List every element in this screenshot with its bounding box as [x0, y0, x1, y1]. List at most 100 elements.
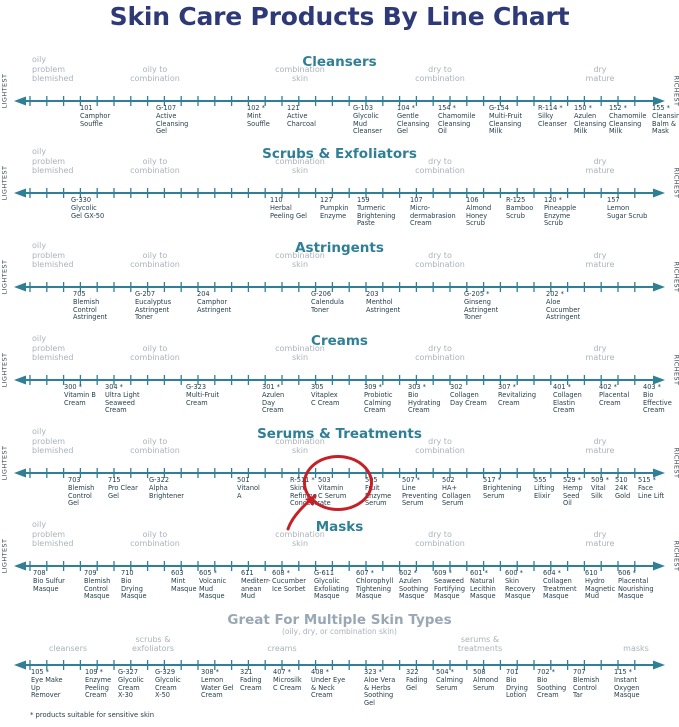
axis-endcap-richest: RICHEST	[672, 167, 679, 199]
product-label: 507 * Line Preventing Serum	[402, 476, 438, 508]
product-label: 159 Turmeric Brightening Paste	[357, 196, 396, 228]
zone-label: combination skin	[275, 64, 325, 84]
zone-label: oily problem blemished	[32, 520, 74, 549]
axis-endcap-lightest: LIGHTEST	[0, 445, 9, 481]
zone-label: dry mature	[585, 250, 615, 270]
product-label: 304 * Ultra Light Seaweed Cream	[105, 383, 140, 415]
product-label: 305 Vitaplex C Cream	[311, 383, 340, 407]
product-label: 501 Vitanol A	[237, 476, 260, 500]
zone-label: dry to combination	[415, 156, 465, 176]
product-label: 203 Menthol Astringent	[366, 290, 401, 314]
section-heading: Astringents	[295, 240, 384, 256]
product-label: 152 * Chamomile Cleansing Milk	[609, 104, 647, 136]
product-label: 703 Blemish Control Gel	[68, 476, 95, 508]
product-label: 604 * Collagen Treatment Masque	[543, 569, 577, 601]
product-label: 502 HA+ Collagen Serum	[442, 476, 471, 508]
product-label: 204 Camphor Astringent	[197, 290, 232, 314]
product-label: 600 * Skin Recovery Masque	[505, 569, 536, 601]
zone-label: combination skin	[275, 529, 325, 549]
product-label: 303 * Bio Hydrating Cream	[408, 383, 441, 415]
product-label: 610 Hydro Magnetic Mud	[585, 569, 616, 601]
zone-label: dry to combination	[415, 343, 465, 363]
zone-label: dry to combination	[415, 250, 465, 270]
product-label: 154 * Chamomile Cleansing Oil	[438, 104, 476, 136]
product-label: G-327 Glycolic Cream X-30	[118, 668, 144, 700]
zone-label: oily problem blemished	[32, 147, 74, 176]
product-label: 301 * Azulen Day Cream	[262, 383, 285, 415]
product-label: 705 Blemish Control Astringent	[73, 290, 108, 322]
product-label: 104 * Gentle Cleansing Gel	[397, 104, 430, 136]
product-label: 105 * Eye Make Up Remover	[31, 668, 63, 700]
product-label: R-125 Bamboo Scrub	[506, 196, 534, 220]
zone-label: combination skin	[275, 250, 325, 270]
zone-label: dry mature	[585, 436, 615, 456]
product-label: 401 * Collagen Elastin Cream	[553, 383, 582, 415]
zone-label: combination skin	[275, 156, 325, 176]
section-heading: Scrubs & Exfoliators	[262, 146, 417, 162]
multi-category-label: scrubs & exfoliators	[131, 634, 175, 654]
product-label: 322 Fading Gel	[406, 668, 428, 692]
product-label: 605 * Volcanic Mud Masque	[199, 569, 227, 601]
product-label: 120 * Pineapple Enzyme Scrub	[544, 196, 577, 228]
product-label: 408 * Under Eye & Neck Cream	[311, 668, 346, 700]
zone-label: combination skin	[275, 436, 325, 456]
zone-label: combination skin	[275, 343, 325, 363]
multi-category-label: cleansers	[48, 644, 88, 654]
product-label: 510 24K Gold	[615, 476, 631, 500]
footnote: * products suitable for sensitive skin	[30, 711, 155, 719]
product-label: G-207 Eucalyptus Astringent Toner	[135, 290, 172, 322]
axis-endcap-richest: RICHEST	[672, 261, 679, 293]
zone-label: dry to combination	[415, 529, 465, 549]
multi-category-label: serums & treatments	[457, 634, 503, 654]
axis-line-2	[0, 278, 679, 298]
product-label: 300 * Vitamin B Cream	[64, 383, 96, 407]
zone-label: dry mature	[585, 343, 615, 363]
product-label: 709 Blemish Control Masque	[84, 569, 111, 601]
product-label: G-611 Glycolic Exfoliating Masque	[314, 569, 349, 601]
product-label: 115 * Instant Oxygen Masque	[614, 668, 640, 700]
product-label: G-322 Alpha Brightener	[149, 476, 185, 500]
product-label: 150 * Azulen Cleansing Milk	[574, 104, 607, 136]
product-label: 109 * Enzyme Peeling Cream	[85, 668, 112, 700]
product-label: 701 Bio Drying Lotion	[506, 668, 528, 700]
axis-endcap-richest: RICHEST	[672, 540, 679, 572]
axis-line-0	[0, 92, 679, 112]
product-label: 323 * Aloe Vera & Herbs Soothing Gel	[364, 668, 396, 708]
product-label: 611 Mediterr- anean Mud	[241, 569, 271, 601]
zone-label: dry to combination	[415, 436, 465, 456]
axis-endcap-lightest: LIGHTEST	[0, 73, 9, 109]
axis-endcap-richest: RICHEST	[672, 354, 679, 386]
product-label: R-114 * Silky Cleanser	[538, 104, 567, 128]
axis-endcap-lightest: LIGHTEST	[0, 538, 9, 574]
multi-category-label: creams	[267, 644, 297, 654]
product-label: 101 Camphor Souffle	[80, 104, 111, 128]
section-heading: Cleansers	[302, 54, 377, 70]
product-label: 309 * Probiotic Calming Cream	[364, 383, 393, 415]
zone-label: oily problem blemished	[32, 334, 74, 363]
product-label: G-154 Multi-Fruit Cleansing Milk	[489, 104, 523, 136]
product-label: 529 * Hemp Seed Oil	[563, 476, 583, 508]
product-label: 121 Active Charcoal	[287, 104, 316, 128]
product-label: G-206 Calendula Toner	[311, 290, 344, 314]
section-heading: Creams	[311, 333, 368, 349]
product-label: 607 * Chlorophyll Tightening Masque	[356, 569, 394, 601]
axis-line-5	[0, 557, 679, 577]
product-label: 308 * Lemon Water Gel Cream	[201, 668, 234, 700]
zone-label: oily problem blemished	[32, 427, 74, 456]
product-label: G-323 Multi-Fruit Cream	[186, 383, 220, 407]
zone-label: oily to combination	[130, 436, 180, 456]
product-label: 606 * Placental Nourishing Masque	[618, 569, 654, 601]
zone-label: dry mature	[585, 156, 615, 176]
product-label: 508 Almond Serum	[473, 668, 499, 692]
product-label: G-103 Glycolic Mud Cleanser	[353, 104, 382, 136]
zone-label: oily to combination	[130, 529, 180, 549]
multi-heading: Great For Multiple Skin Types	[227, 612, 452, 628]
multi-category-label: masks	[623, 644, 649, 654]
product-label: 307 * Revitalizing Cream	[498, 383, 537, 407]
product-label: 321 Fading Cream	[240, 668, 262, 692]
product-label: 110 Herbal Peeling Gel	[270, 196, 307, 220]
axis-line-1	[0, 184, 679, 204]
product-label: 708 Bio Sulfur Masque	[33, 569, 65, 593]
zone-label: dry to combination	[415, 64, 465, 84]
